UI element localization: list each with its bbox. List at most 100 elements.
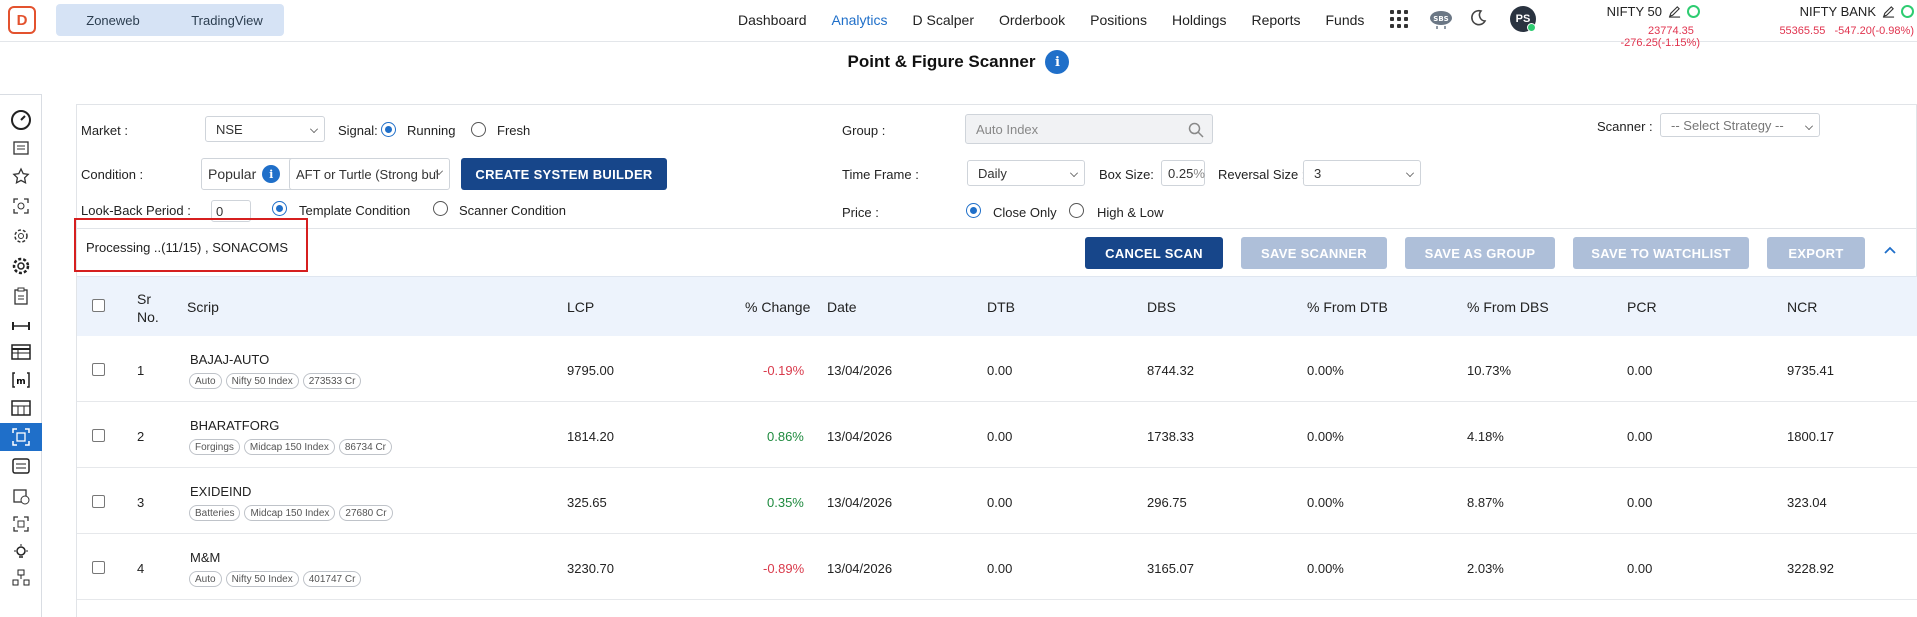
row-checkbox[interactable]: [92, 561, 105, 574]
table-icon[interactable]: [10, 341, 32, 363]
filter-panel: Market : NSE Signal: Running Fresh Group…: [76, 104, 1917, 228]
settings-icon[interactable]: [10, 225, 32, 247]
header-scrip[interactable]: Scrip: [187, 299, 219, 315]
cell-dbs: 296.75: [1147, 495, 1187, 510]
table-row[interactable]: 2 BHARATFORG Forgings Midcap 150 Index 8…: [77, 402, 1917, 468]
gear-icon[interactable]: [10, 255, 32, 277]
table-row[interactable]: 1 BAJAJ-AUTO Auto Nifty 50 Index 273533 …: [77, 336, 1917, 402]
scanner-condition-radio[interactable]: [433, 201, 448, 216]
speedometer-icon[interactable]: [10, 109, 32, 131]
signal-running-label: Running: [407, 123, 456, 138]
header-from-dtb[interactable]: % From DTB: [1307, 299, 1388, 315]
segment-tradingview[interactable]: TradingView: [191, 12, 263, 28]
nav-funds[interactable]: Funds: [1325, 12, 1365, 28]
nav-holdings[interactable]: Holdings: [1171, 12, 1227, 28]
grid-layout-icon[interactable]: [10, 397, 32, 419]
scan-face-icon[interactable]: [10, 195, 32, 217]
segment-zoneweb[interactable]: Zoneweb: [86, 12, 140, 28]
row-checkbox[interactable]: [92, 363, 105, 376]
cancel-scan-button[interactable]: CANCEL SCAN: [1085, 237, 1223, 269]
chevron-down-icon: [1406, 169, 1414, 177]
group-input[interactable]: Auto Index: [965, 114, 1213, 144]
header-ncr[interactable]: NCR: [1787, 299, 1818, 315]
reversal-select[interactable]: 3: [1303, 160, 1421, 186]
cell-lcp: 9795.00: [567, 363, 614, 378]
scrip-tags: Auto Nifty 50 Index 401747 Cr: [189, 571, 362, 587]
sbs-cloud-icon[interactable]: SBS: [1428, 8, 1454, 30]
nav-positions[interactable]: Positions: [1090, 12, 1147, 28]
price-high-low-radio[interactable]: [1069, 203, 1084, 218]
timeframe-select[interactable]: Daily: [967, 160, 1085, 186]
hierarchy-icon[interactable]: [10, 567, 32, 589]
app-logo[interactable]: D: [8, 6, 36, 34]
select-all-checkbox[interactable]: [92, 299, 105, 312]
table-row[interactable]: 3 EXIDEIND Batteries Midcap 150 Index 27…: [77, 468, 1917, 534]
edit-icon[interactable]: [1668, 5, 1681, 18]
apps-grid-icon[interactable]: [1390, 10, 1408, 28]
header-from-dbs[interactable]: % From DBS: [1467, 299, 1549, 315]
star-icon[interactable]: [10, 165, 32, 187]
header-sr: Sr: [137, 291, 151, 307]
header-dtb[interactable]: DTB: [987, 299, 1015, 315]
scanner-strategy-select[interactable]: -- Select Strategy --: [1660, 113, 1820, 137]
header-pct-change[interactable]: % Change: [745, 299, 811, 315]
cell-scrip[interactable]: M&M: [190, 550, 221, 565]
save-as-group-button[interactable]: SAVE AS GROUP: [1405, 237, 1555, 269]
search-icon: [1188, 122, 1204, 138]
price-close-only-radio[interactable]: [966, 203, 981, 218]
filter-list-icon[interactable]: [10, 455, 32, 477]
scrip-tags: Forgings Midcap 150 Index 86734 Cr: [189, 439, 392, 455]
dark-mode-moon-icon[interactable]: [1468, 8, 1488, 28]
export-button[interactable]: EXPORT: [1767, 237, 1865, 269]
index-niftybank[interactable]: NIFTY BANK 55365.55 -547.20(-0.98%): [1766, 4, 1914, 37]
nav-orderbook[interactable]: Orderbook: [999, 12, 1066, 28]
index-name: NIFTY BANK: [1799, 4, 1876, 19]
newspaper-icon[interactable]: [10, 137, 32, 159]
header-pcr[interactable]: PCR: [1627, 299, 1657, 315]
lightbulb-icon[interactable]: [10, 541, 32, 563]
nav-d-scalper[interactable]: D Scalper: [912, 12, 974, 28]
header-dbs[interactable]: DBS: [1147, 299, 1176, 315]
chart-provider-toggle: Zoneweb TradingView: [56, 4, 284, 36]
calendar-clock-icon[interactable]: [10, 485, 32, 507]
boxsize-input[interactable]: 0.25%: [1161, 160, 1205, 186]
scan-box-icon[interactable]: [10, 513, 32, 535]
nav-dashboard[interactable]: Dashboard: [738, 12, 807, 28]
signal-fresh-radio[interactable]: [471, 122, 486, 137]
condition-value-select[interactable]: AFT or Turtle (Strong bul: [289, 158, 450, 190]
cell-scrip[interactable]: BHARATFORG: [190, 418, 280, 433]
nav-analytics[interactable]: Analytics: [831, 12, 888, 28]
row-checkbox[interactable]: [92, 429, 105, 442]
cell-scrip[interactable]: BAJAJ-AUTO: [190, 352, 270, 367]
pf-scanner-icon[interactable]: [0, 423, 42, 451]
cell-dtb: 0.00: [987, 561, 1013, 576]
table-row[interactable]: 4 M&M Auto Nifty 50 Index 401747 Cr 3230…: [77, 534, 1917, 600]
save-to-watchlist-button[interactable]: SAVE TO WATCHLIST: [1573, 237, 1749, 269]
cell-sr: 1: [137, 363, 145, 378]
info-icon[interactable]: i: [1045, 50, 1070, 74]
index-nifty50[interactable]: NIFTY 50 23774.35 -276.25(-1.15%): [1584, 4, 1700, 49]
lookback-input[interactable]: 0: [211, 200, 251, 222]
edit-icon[interactable]: [1882, 5, 1895, 18]
expand-width-icon[interactable]: [10, 315, 32, 337]
cell-date: 13/04/2026: [827, 561, 893, 576]
market-select[interactable]: NSE: [205, 116, 325, 142]
template-condition-radio[interactable]: [272, 201, 287, 216]
signal-running-radio[interactable]: [381, 122, 396, 137]
row-checkbox[interactable]: [92, 495, 105, 508]
header-lcp[interactable]: LCP: [567, 299, 595, 315]
cell-scrip[interactable]: EXIDEIND: [190, 484, 252, 499]
header-date[interactable]: Date: [827, 299, 857, 315]
nav-reports[interactable]: Reports: [1251, 12, 1301, 28]
clipboard-icon[interactable]: [10, 285, 32, 307]
matrix-icon[interactable]: m: [10, 369, 32, 391]
processing-status-highlight: Processing ..(11/15) , SONACOMS: [74, 218, 308, 272]
price-close-only-label: Close Only: [993, 205, 1057, 220]
info-icon[interactable]: i: [262, 165, 281, 183]
save-scanner-button[interactable]: SAVE SCANNER: [1241, 237, 1387, 269]
scan-status-row: CANCEL SCAN SAVE SCANNER SAVE AS GROUP S…: [76, 228, 1917, 276]
condition-type[interactable]: Popular: [208, 166, 257, 182]
chevron-up-icon[interactable]: [1883, 245, 1897, 255]
create-system-builder-button[interactable]: CREATE SYSTEM BUILDER: [461, 158, 667, 190]
user-avatar[interactable]: PS: [1510, 6, 1536, 32]
